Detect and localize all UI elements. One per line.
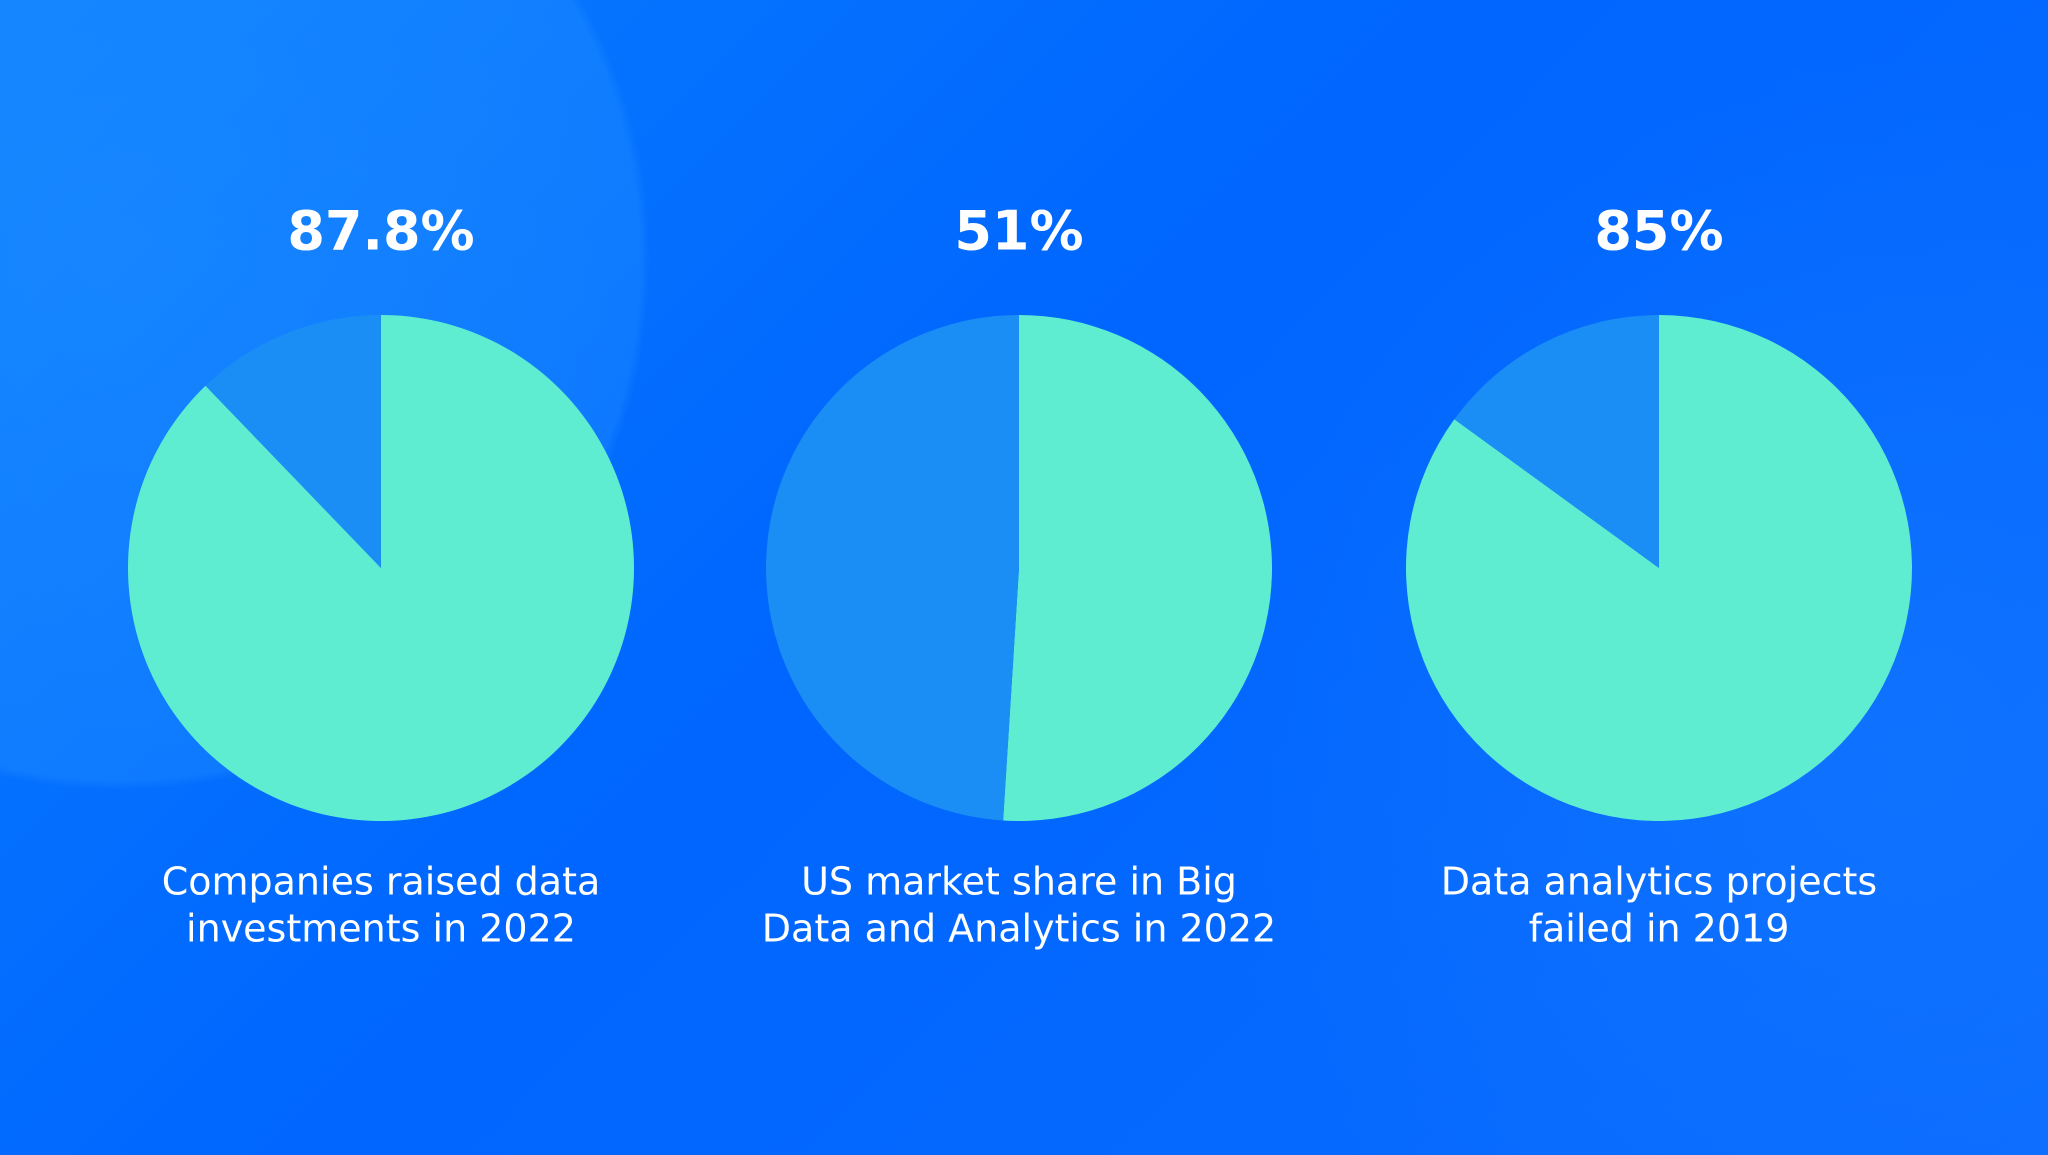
caption: Data analytics projects xyxy=(1441,860,1877,904)
pie-slice xyxy=(1454,315,1659,568)
value-label: 85% xyxy=(1594,200,1723,263)
value-label: 87.8% xyxy=(287,200,474,263)
pie-slice xyxy=(1003,315,1273,821)
caption: Data and Analytics in 2022 xyxy=(762,907,1276,951)
value-label: 51% xyxy=(954,200,1083,263)
pie-slice xyxy=(205,315,381,568)
caption: failed in 2019 xyxy=(1529,907,1790,951)
caption: Companies raised data xyxy=(162,860,601,904)
caption: investments in 2022 xyxy=(186,907,576,951)
caption: US market share in Big xyxy=(801,860,1237,904)
pie-slice xyxy=(766,315,1019,821)
pie-slice xyxy=(1406,315,1913,822)
